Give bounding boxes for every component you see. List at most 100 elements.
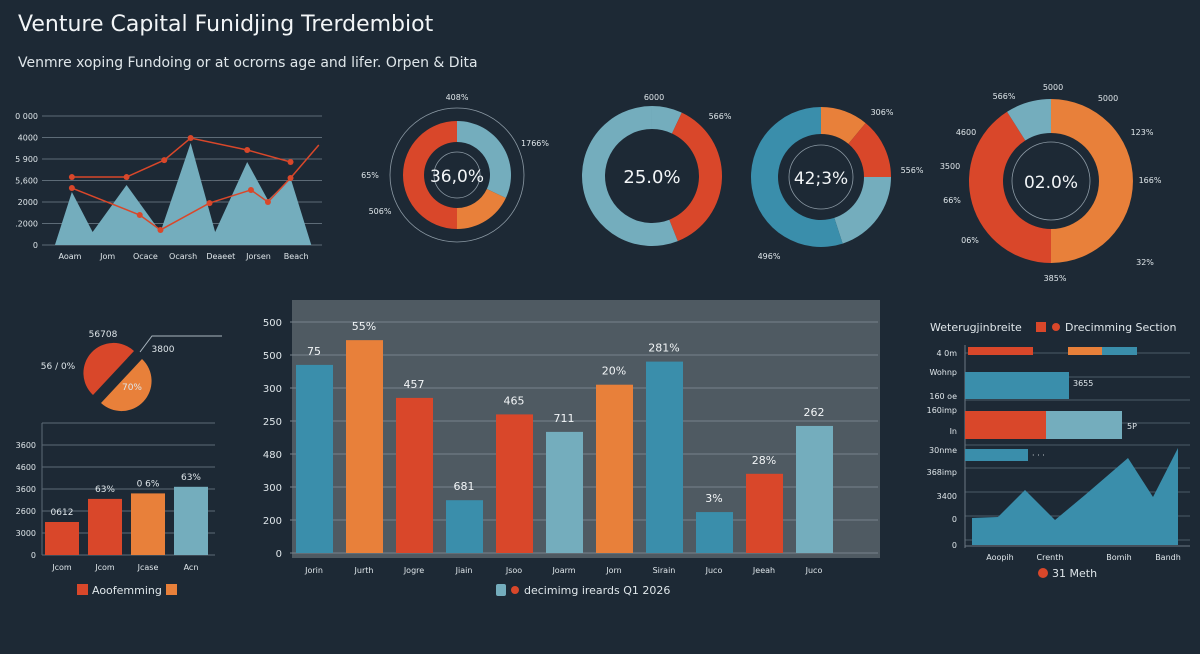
bar-data-label: 63% [95,485,115,495]
x-tick-label: Jcom [51,563,72,572]
bar [45,522,79,555]
x-tick-label: Juco [705,566,723,575]
donut-slice [1051,99,1133,263]
donut-label: 66% [943,196,961,205]
y-tick-label: 3600 [16,485,36,494]
donut-label: 06% [961,236,979,245]
y-tick-label: 4000 [18,134,38,143]
guide-ring [433,151,481,199]
pie-slice [101,359,152,412]
bar [174,486,208,555]
bar-data-label: 0612 [51,508,74,518]
y-tick-label: 2600 [16,507,36,516]
y-tick-label: 500 [263,351,282,362]
donut-slice [969,111,1051,264]
data-point [68,174,75,181]
data-point [157,226,164,233]
row-label: 4 0m [936,349,957,358]
y-tick-label: 5,600 [15,177,38,186]
x-tick-label: Ocarsh [169,252,197,261]
horizontal-bar [965,411,1046,439]
data-point [123,174,130,181]
bar [446,500,483,553]
donut-label: 5000 [1043,83,1063,92]
bar-data-label: · · · [1032,451,1045,460]
bar-data-label: 28% [752,454,776,467]
guide-ring [1011,141,1091,221]
row-label: 0 [952,515,957,524]
donut-label: 6000 [644,93,664,102]
bar [346,340,383,553]
donut-slice [751,107,843,247]
x-tick-label: Jiain [455,566,473,575]
bar [696,512,733,553]
bar [646,361,683,553]
pie-label: 56708 [89,330,118,340]
x-tick-label: Jorn [605,566,621,575]
x-tick-label: Deaeet [206,252,235,261]
bar-data-label: 262 [804,406,825,419]
horizontal-bar [965,449,1028,461]
x-tick-label: Acn [184,563,199,572]
data-point [287,159,294,166]
data-point [161,157,168,164]
donut-center-label: 42;3% [794,169,848,189]
x-tick-label: Jurth [354,566,374,575]
bar-data-label: 55% [352,320,376,333]
y-tick-label: 0 [33,241,38,250]
donut-label: 3500 [940,162,960,171]
donut-center-label: 02.0% [1024,173,1078,193]
x-tick-label: Jeeah [752,566,775,575]
legend-dot [1038,568,1048,578]
bar-data-label: 457 [404,378,425,391]
y-tick-label: 3000 [16,529,36,538]
x-tick-label: Aoopih [986,553,1014,562]
donut-label: 496% [758,252,781,261]
leader-line [139,335,222,353]
x-tick-label: Jorsen [245,252,271,261]
donut-slice [669,112,723,242]
pie-slice [83,342,134,395]
legend-swatch [1036,322,1046,332]
data-point [247,186,254,193]
x-tick-label: Juco [805,566,823,575]
donut-slice [1007,99,1051,141]
legend-label: Aoofemming [92,584,162,597]
x-tick-label: Jogre [403,566,424,575]
row-label: 0 [952,541,957,550]
legend-swatch [496,584,506,596]
x-tick-label: Jom [99,252,115,261]
legend-swatch [77,584,88,595]
pie-label: 70% [122,383,142,393]
data-point [264,199,271,205]
bar-data-label: 5P [1127,422,1137,431]
pie-label: 3800 [152,345,175,355]
y-tick-label: 2000 [18,198,38,207]
horizontal-bar [1046,411,1122,439]
data-point [187,135,194,142]
donut-slice [581,106,678,246]
donut-slice [457,121,512,198]
line-series [71,144,320,231]
bar-data-label: 711 [554,412,575,425]
data-point [287,175,294,182]
row-label: In [950,427,957,436]
data-point [136,212,143,219]
y-tick-label: 300 [263,483,282,494]
guide-ring [788,144,854,210]
x-tick-label: Jcase [137,563,159,572]
bar-data-label: 681 [454,480,475,493]
donut-label: 408% [446,93,469,102]
donut-label: 65% [361,171,379,180]
bar [546,431,583,553]
donut-label: 123% [1131,128,1154,137]
x-tick-label: Ocace [133,252,158,261]
y-tick-label: 4600 [16,463,36,472]
x-tick-label: Sirain [653,566,676,575]
y-tick-label: 0 [276,549,282,560]
donut-slice [652,106,682,134]
horizontal-bar [968,347,1033,355]
y-tick-label: 480 [263,450,282,461]
x-tick-label: Bandh [1155,553,1181,562]
